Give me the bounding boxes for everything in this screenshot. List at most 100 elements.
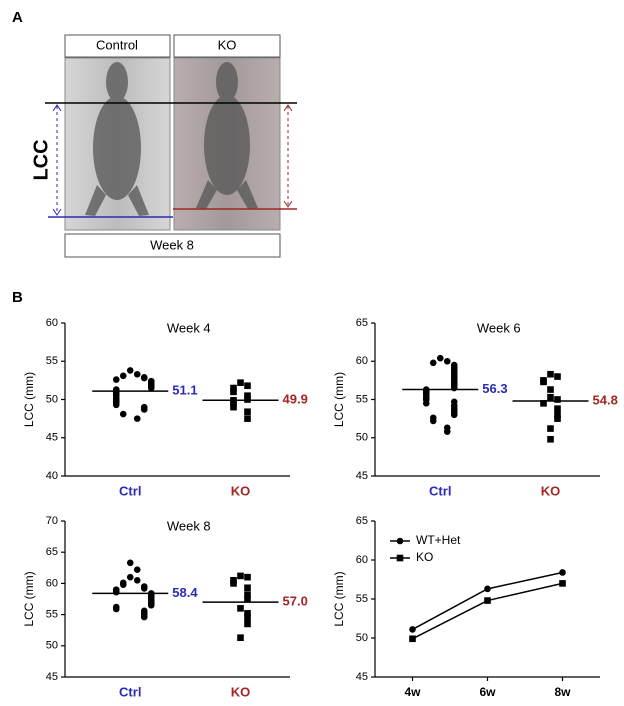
data-point: [443, 357, 451, 365]
y-tick-label: 40: [46, 470, 58, 482]
y-tick-label: 45: [46, 432, 58, 444]
side-label: LCC: [30, 139, 52, 180]
data-point: [429, 417, 437, 425]
data-point: [547, 425, 554, 432]
y-tick-label: 55: [46, 355, 58, 367]
mean-label: 49.9: [283, 392, 308, 407]
y-tick-label: 45: [356, 671, 368, 683]
x-tick-label: KO: [231, 684, 251, 699]
y-tick-label: 65: [356, 515, 368, 527]
data-point: [230, 403, 237, 411]
data-point: [112, 588, 120, 596]
data-point: [112, 605, 120, 613]
y-tick-label: 50: [356, 632, 368, 644]
footer-box: [64, 233, 281, 258]
y-tick-label: 45: [356, 470, 368, 482]
mean-label: 56.3: [482, 381, 507, 396]
data-point: [244, 396, 251, 403]
column-label: Control: [96, 37, 138, 52]
data-point: [484, 597, 491, 604]
y-axis-label: LCC (mm): [22, 571, 36, 626]
data-point: [230, 580, 237, 587]
data-point: [429, 359, 437, 367]
data-point: [147, 384, 155, 392]
data-point: [230, 400, 237, 407]
x-tick-label: Ctrl: [119, 684, 141, 699]
legend-label: KO: [416, 550, 433, 564]
data-point: [140, 613, 148, 621]
data-point: [119, 410, 127, 418]
data-point: [547, 435, 554, 443]
data-point: [559, 569, 566, 576]
data-point: [244, 591, 251, 598]
data-point: [436, 354, 444, 362]
data-point: [443, 428, 451, 435]
y-tick-label: 60: [46, 317, 58, 329]
data-point: [237, 379, 244, 386]
footer-label: Week 8: [150, 237, 194, 252]
data-point: [230, 388, 237, 396]
data-point: [244, 614, 251, 622]
data-point: [140, 585, 148, 592]
data-point: [554, 411, 561, 419]
data-point: [244, 392, 251, 399]
chart-title: Week 8: [167, 518, 211, 533]
data-point: [230, 384, 237, 392]
data-point: [409, 635, 416, 643]
data-point: [244, 415, 251, 422]
data-point: [547, 393, 554, 401]
data-point: [126, 573, 134, 581]
data-point: [147, 601, 155, 609]
header-box: [64, 34, 171, 58]
data-point: [244, 620, 251, 628]
y-axis-label: LCC (mm): [332, 571, 346, 626]
data-point: [133, 566, 141, 573]
data-point: [450, 384, 458, 392]
data-point: [244, 408, 251, 416]
data-point: [559, 580, 566, 587]
y-tick-label: 65: [46, 546, 58, 558]
x-tick-label: 4w: [404, 685, 421, 699]
panel-label: A: [12, 9, 23, 26]
data-point: [244, 584, 251, 592]
y-tick-label: 55: [46, 609, 58, 621]
data-point: [244, 573, 251, 581]
mean-label: 51.1: [172, 383, 197, 398]
column-label: KO: [218, 37, 237, 52]
data-point: [133, 415, 141, 422]
data-point: [112, 401, 120, 409]
data-point: [140, 406, 148, 413]
y-tick-label: 70: [46, 515, 58, 527]
data-point: [547, 370, 554, 378]
chart-title: Week 6: [477, 320, 521, 335]
y-tick-label: 55: [356, 393, 368, 405]
y-axis-label: LCC (mm): [332, 372, 346, 427]
data-point: [554, 396, 561, 403]
mouse-silhouette: [85, 62, 258, 216]
data-point: [422, 400, 430, 407]
mean-label: 58.4: [172, 585, 198, 600]
y-axis-label: LCC (mm): [22, 372, 36, 427]
x-tick-label: Ctrl: [429, 483, 451, 498]
x-tick-label: KO: [541, 483, 561, 498]
data-point: [244, 610, 251, 617]
data-point: [237, 605, 244, 612]
data-point: [484, 585, 491, 593]
arrow-head: [283, 104, 293, 208]
y-tick-label: 50: [46, 393, 58, 405]
data-point: [119, 372, 127, 380]
data-point: [237, 572, 244, 580]
legend-label: WT+Het: [416, 533, 461, 547]
legend-marker: [396, 554, 404, 562]
data-point: [140, 374, 148, 382]
data-point: [119, 581, 127, 588]
y-tick-label: 60: [356, 355, 368, 367]
data-point: [547, 386, 554, 393]
data-point: [244, 595, 251, 603]
data-point: [126, 367, 134, 374]
y-tick-label: 50: [46, 640, 58, 652]
data-point: [409, 626, 416, 633]
data-point: [554, 373, 561, 380]
data-point: [133, 370, 141, 378]
